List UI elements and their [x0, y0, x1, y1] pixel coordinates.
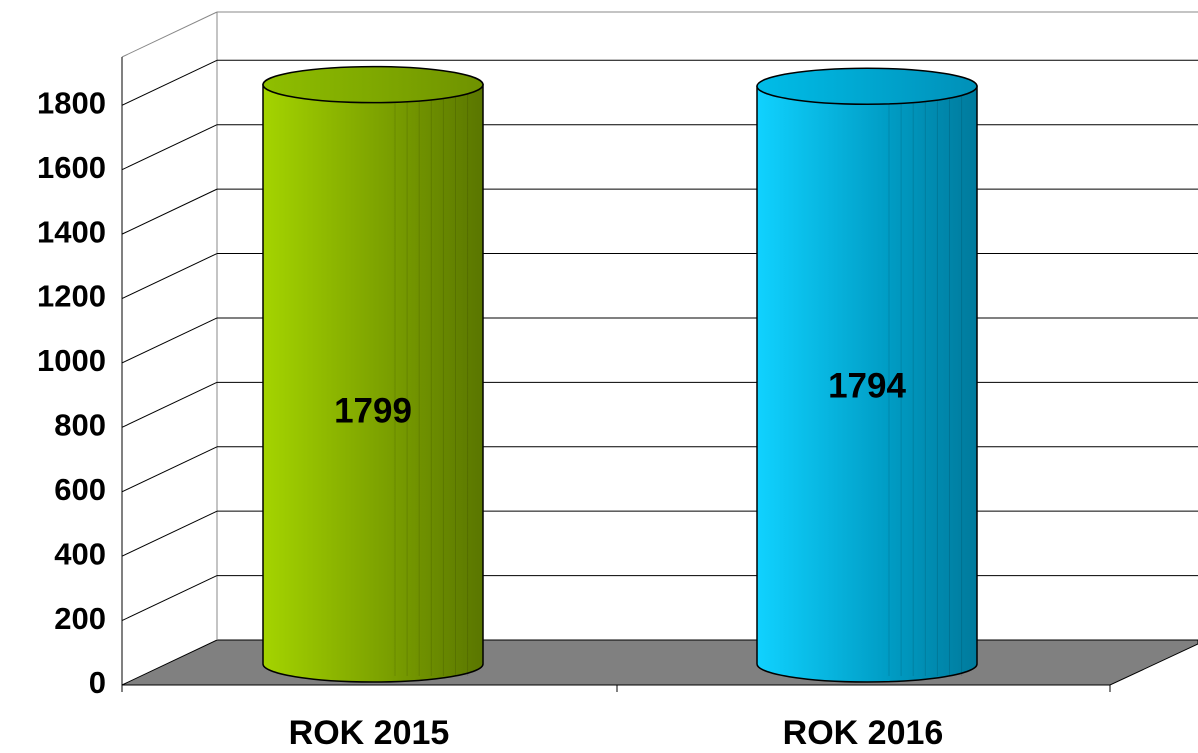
bar-body — [262, 83, 484, 683]
y-tick-label: 1600 — [37, 150, 106, 185]
grid-line — [121, 510, 218, 557]
grid-line — [121, 188, 218, 235]
y-tick-label: 1200 — [37, 279, 106, 314]
grid-line — [121, 253, 218, 299]
bar — [262, 65, 484, 683]
y-tick-label: 1800 — [37, 85, 106, 120]
y-tick-label: 1000 — [37, 343, 106, 378]
y-tick-label: 800 — [54, 408, 106, 443]
y-tick-label: 0 — [89, 665, 106, 700]
bar-top — [262, 65, 484, 104]
grid-line — [121, 575, 218, 622]
value-label: 1799 — [334, 391, 412, 430]
bar-body — [756, 85, 978, 683]
bar — [756, 67, 978, 683]
wall-top-edge — [121, 11, 218, 58]
bar-top — [756, 67, 978, 105]
x-tick-label: ROK 2016 — [783, 714, 944, 752]
y-tick-label: 1400 — [37, 214, 106, 249]
grid-line — [121, 317, 218, 364]
y-tick-label: 400 — [54, 536, 106, 571]
grid-line — [121, 124, 218, 171]
grid-line — [121, 446, 218, 493]
y-tick-label: 600 — [54, 472, 106, 507]
value-label: 1794 — [828, 366, 906, 405]
grid-line — [121, 59, 218, 106]
grid-line — [121, 381, 218, 428]
x-tick-label: ROK 2015 — [289, 714, 450, 752]
y-tick-label: 200 — [54, 601, 106, 636]
